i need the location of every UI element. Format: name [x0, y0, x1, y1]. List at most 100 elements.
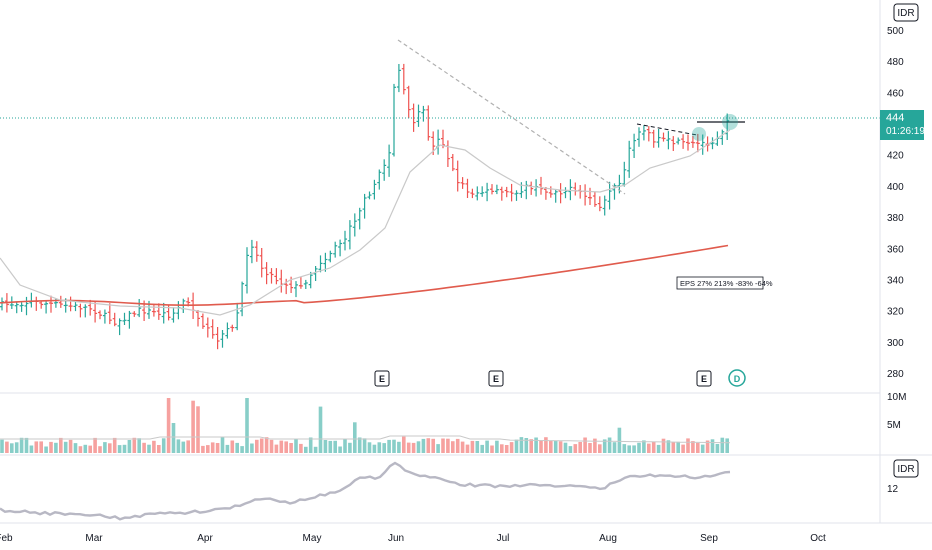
ohlc-bar [352, 213, 357, 237]
ohlc-bar [710, 137, 715, 150]
time-tick-aug: Aug [599, 533, 617, 544]
ohlc-bar [573, 182, 578, 196]
ohlc-bar [93, 301, 98, 323]
ohlc-bar [548, 186, 553, 198]
volume-bar [318, 406, 323, 453]
ohlc-bar [357, 207, 362, 230]
volume-bar [14, 442, 19, 453]
ohlc-bar [24, 296, 29, 316]
ohlc-bar [480, 186, 485, 197]
volume-bar [598, 444, 602, 453]
ohlc-bar [249, 239, 254, 264]
eps-annotation[interactable]: EPS 27% 213% -83% -64% [676, 276, 773, 290]
ohlc-bar [58, 295, 63, 308]
volume-bar [328, 440, 333, 453]
ohlc-bar [362, 193, 367, 219]
rs-currency-badge[interactable]: IDR [893, 459, 919, 478]
ohlc-bar [269, 268, 274, 284]
volume-bar [157, 445, 161, 453]
price-axis[interactable]: 500480460440420400380360340320300280 [887, 26, 904, 380]
volume-bar [83, 444, 88, 453]
ohlc-bar [436, 129, 441, 155]
ohlc-bar [303, 279, 308, 289]
volume-bar [147, 444, 151, 453]
dividend-marker-text: D [734, 374, 741, 384]
earnings-marker-1[interactable]: E [374, 370, 390, 387]
volume-bar [529, 439, 533, 453]
ohlc-bar [78, 303, 83, 318]
ohlc-bar [254, 241, 259, 262]
volume-bar [34, 441, 39, 453]
time-tick-jun: Jun [388, 533, 404, 544]
ohlc-bar [343, 230, 347, 251]
ohlc-bar [411, 103, 416, 132]
ohlc-bar [514, 190, 519, 201]
time-axis[interactable]: Feb Mar Apr May Jun Jul Aug Sep Oct [0, 533, 826, 544]
ohlc-bar [161, 302, 166, 324]
volume-bar [333, 440, 337, 453]
ohlc-bar [230, 324, 235, 332]
ohlc-bar [83, 304, 88, 318]
volume-bar [181, 441, 186, 453]
volume-bar [372, 444, 377, 453]
ohlc-bar [475, 186, 480, 201]
price-tick-460: 460 [887, 88, 904, 99]
volume-bar [289, 443, 293, 453]
volume-bar [607, 437, 612, 453]
volume-bar [588, 443, 592, 453]
volume-bar [348, 442, 352, 453]
volume-bar [259, 438, 264, 453]
ohlc-bar [485, 182, 490, 202]
volume-bar [279, 440, 284, 453]
last-price-value: 444 [886, 112, 904, 124]
ohlc-bar [568, 179, 573, 201]
ohlc-bar [529, 181, 534, 195]
ohlc-bar [215, 327, 220, 350]
eps-annotation-text: EPS 27% 213% -83% -64% [680, 279, 773, 288]
ohlc-bar [563, 187, 568, 199]
ohlc-bar [49, 295, 53, 313]
ohlc-bar [490, 184, 494, 195]
volume-bar [122, 444, 127, 453]
volume-bar [308, 437, 313, 453]
currency-label: IDR [897, 8, 914, 19]
ma-long-line [0, 244, 729, 307]
ohlc-bar [690, 135, 695, 148]
ohlc-bar [19, 302, 24, 312]
volume-bar [44, 446, 48, 453]
volume-bar [357, 437, 362, 453]
price-pane[interactable] [0, 63, 730, 350]
volume-bar [284, 441, 288, 453]
volume-bar [661, 438, 666, 453]
earnings-marker-3[interactable]: E [696, 370, 712, 387]
volume-bar [39, 441, 43, 453]
currency-badge[interactable]: IDR [893, 3, 919, 22]
ohlc-bar [558, 183, 563, 204]
volume-bar [715, 444, 720, 453]
ohlc-bar [622, 161, 627, 187]
volume-bar [392, 439, 396, 453]
ohlc-bar [377, 169, 382, 190]
volume-bar [451, 441, 455, 453]
volume-bar [210, 442, 215, 453]
ohlc-bar [504, 186, 509, 198]
volume-bar [470, 440, 475, 453]
volume-bar [666, 440, 671, 453]
ohlc-bar [220, 330, 225, 348]
ohlc-bar [421, 105, 426, 122]
volume-bar [656, 444, 661, 453]
earnings-marker-2[interactable]: E [488, 370, 504, 387]
ohlc-bar [274, 268, 279, 285]
volume-bar [676, 441, 680, 453]
dividend-marker[interactable]: D [728, 369, 746, 387]
volume-bar [132, 437, 137, 453]
earnings-marker-2-text: E [493, 374, 499, 384]
volume-bar [235, 442, 239, 453]
ohlc-bar [372, 179, 377, 200]
volume-bar [191, 400, 195, 453]
breakout-circle-1 [692, 127, 706, 141]
volume-bar [353, 422, 357, 453]
volume-bar [583, 437, 587, 453]
volume-bar [59, 437, 63, 453]
